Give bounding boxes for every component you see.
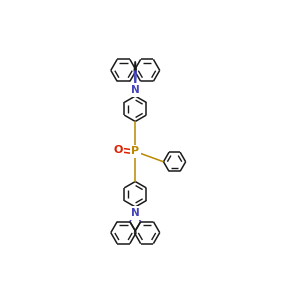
Text: N: N: [131, 85, 140, 95]
Text: O: O: [113, 145, 123, 155]
Text: N: N: [131, 208, 140, 218]
Text: P: P: [131, 146, 139, 157]
